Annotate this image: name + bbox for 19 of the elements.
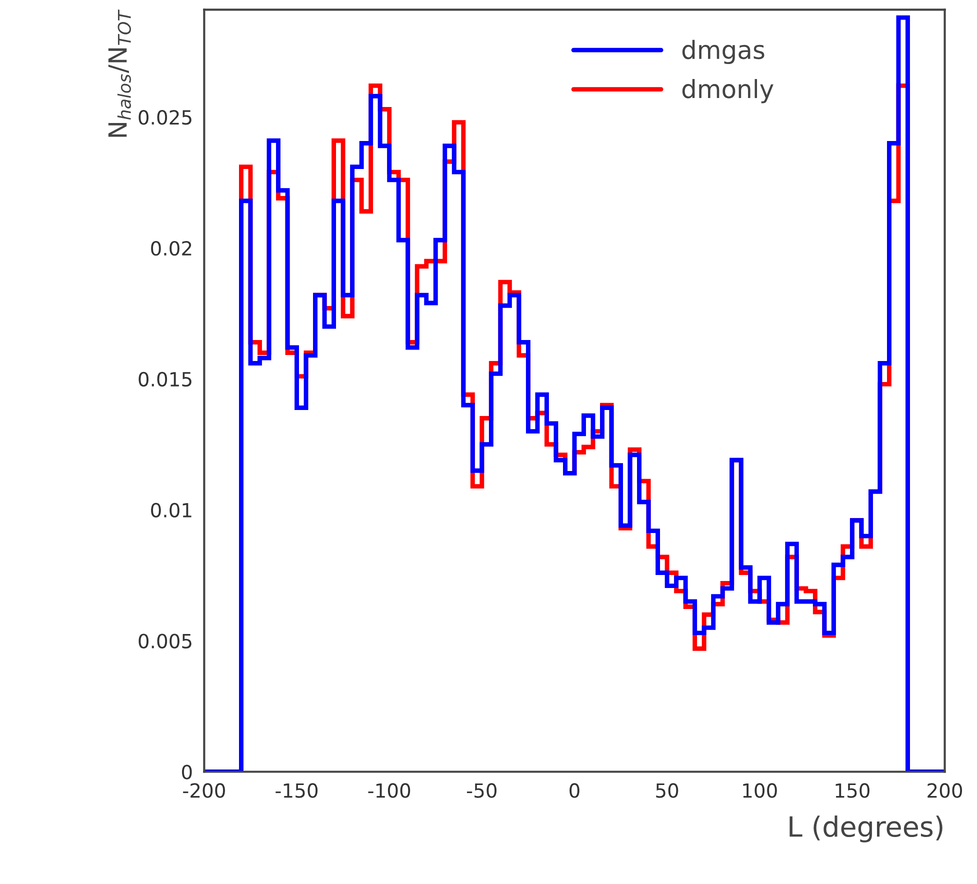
y-tick-label: 0.01 <box>151 502 192 518</box>
y-tick-label: 0 <box>182 764 192 780</box>
x-tick-label: 150 <box>836 783 870 798</box>
legend-label: dmonly <box>682 79 774 104</box>
x-tick-label: -50 <box>466 783 496 798</box>
legend-label: dmgas <box>682 40 764 64</box>
y-tick-label: 0.02 <box>151 240 192 256</box>
x-tick-label: -100 <box>368 783 410 798</box>
x-tick-label: 200 <box>928 783 962 798</box>
x-tick-label: 100 <box>743 783 777 798</box>
x-tick-label: -200 <box>183 783 225 798</box>
x-tick-label: 50 <box>656 783 678 798</box>
x-tick-label: -150 <box>276 783 318 798</box>
y-tick-label: 0.005 <box>138 634 192 648</box>
y-axis-title: N$_{halos}$/N$_{TOT}$ <box>108 9 131 137</box>
x-tick-label: 0 <box>570 783 580 798</box>
y-tick-label: 0.025 <box>138 110 192 125</box>
x-axis-title: L (degrees) <box>790 816 942 842</box>
y-tick-label: 0.015 <box>138 372 192 387</box>
